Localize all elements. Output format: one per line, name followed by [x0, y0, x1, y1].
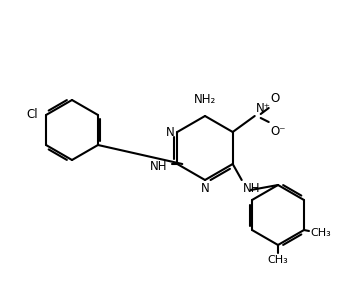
- Text: NH₂: NH₂: [194, 93, 216, 106]
- Text: N: N: [201, 182, 209, 195]
- Text: CH₃: CH₃: [268, 255, 288, 265]
- Text: NH: NH: [150, 159, 167, 173]
- Text: O⁻: O⁻: [271, 125, 286, 138]
- Text: O: O: [271, 92, 280, 105]
- Text: CH₃: CH₃: [310, 228, 331, 238]
- Text: N⁺: N⁺: [256, 102, 270, 115]
- Text: NH: NH: [243, 182, 260, 195]
- Text: N: N: [166, 126, 174, 138]
- Text: Cl: Cl: [27, 109, 38, 121]
